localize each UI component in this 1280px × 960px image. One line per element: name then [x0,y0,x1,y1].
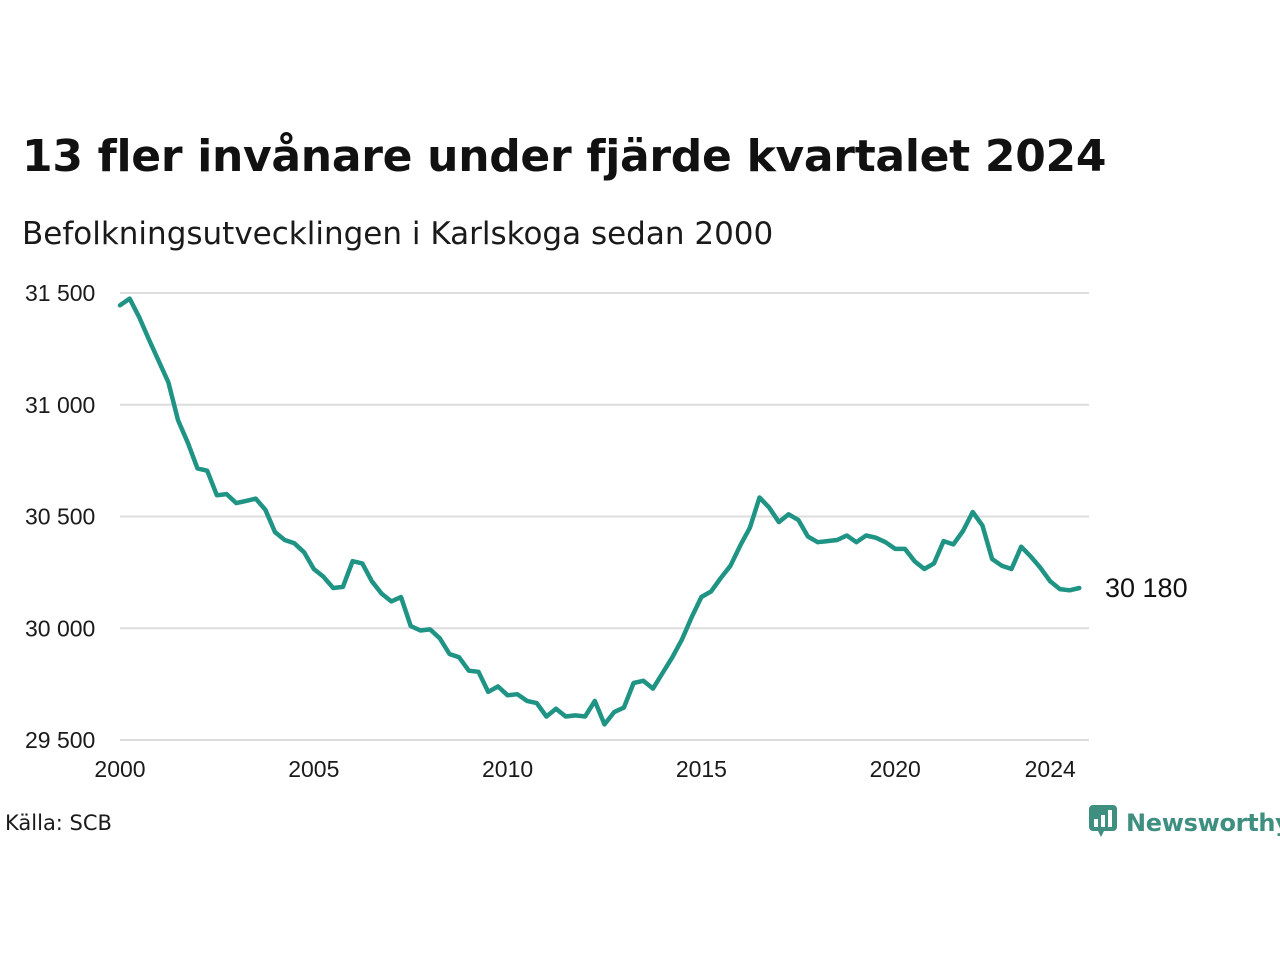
end-value-label: 30 180 [1105,573,1188,603]
source-note: Källa: SCB [5,811,112,835]
x-tick-label: 2020 [870,756,921,782]
grid-lines [120,292,1089,741]
y-axis: 29 500 30 000 30 500 31 000 31 500 [25,280,95,753]
y-tick-label: 30 000 [25,615,95,641]
x-tick-label: 2000 [94,756,145,782]
x-tick-label: 2015 [676,756,727,782]
x-tick-label: 2024 [1025,756,1076,782]
x-tick-label: 2005 [288,756,339,782]
chart-title: 13 fler invånare under fjärde kvartalet … [22,131,1107,182]
brand-logo[interactable]: Newsworthy [1088,804,1280,842]
x-tick-label: 2010 [482,756,533,782]
series-group: 30 180 [117,296,1188,727]
y-tick-label: 30 500 [25,504,95,530]
y-tick-label: 31 500 [25,280,95,306]
x-axis: 2000 2005 2010 2015 2020 2024 [94,756,1076,782]
y-tick-label: 29 500 [25,727,95,753]
chart-subtitle: Befolkningsutvecklingen i Karlskoga seda… [22,216,774,252]
brand-name: Newsworthy [1126,809,1280,837]
series-line [117,296,1082,727]
y-tick-label: 31 000 [25,392,95,418]
bar-chart-speech-bubble-icon [1088,804,1118,842]
